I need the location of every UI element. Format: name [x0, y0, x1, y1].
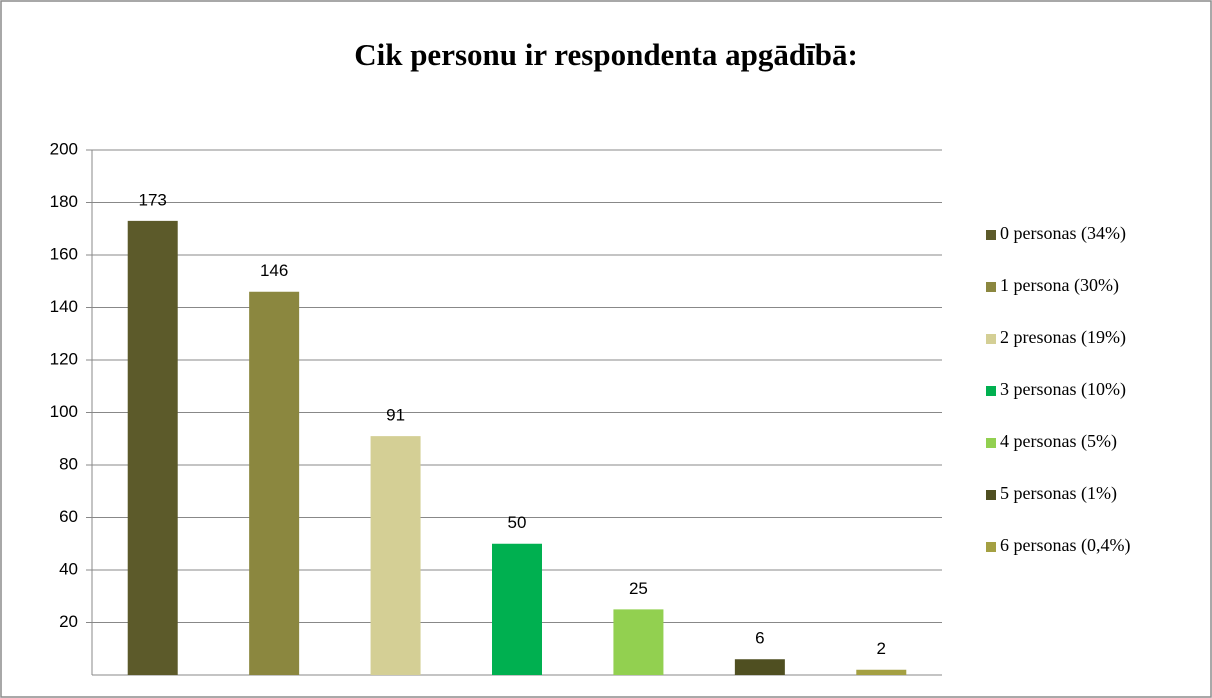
legend-swatch	[986, 282, 996, 292]
bar	[734, 659, 785, 675]
legend-swatch	[986, 334, 996, 344]
data-label: 50	[508, 513, 527, 532]
chart-title: Cik personu ir respondenta apgādībā:	[354, 37, 858, 72]
legend-swatch	[986, 386, 996, 396]
legend-label: 4 personas (5%)	[1000, 431, 1117, 452]
data-label: 173	[139, 190, 167, 209]
legend-label: 0 personas (34%)	[1000, 223, 1126, 244]
data-label: 2	[877, 639, 886, 658]
y-tick-label: 180	[50, 192, 78, 211]
data-label: 91	[386, 406, 405, 425]
bar	[856, 669, 907, 675]
legend-label: 6 personas (0,4%)	[1000, 535, 1130, 556]
y-tick-label: 100	[50, 402, 78, 421]
bar	[127, 220, 178, 675]
y-tick-label: 200	[50, 139, 78, 158]
legend-swatch	[986, 542, 996, 552]
y-tick-label: 120	[50, 349, 78, 368]
y-tick-label: 60	[59, 507, 78, 526]
y-tick-label: 80	[59, 454, 78, 473]
legend-label: 2 presonas (19%)	[1000, 327, 1126, 348]
bar	[492, 543, 542, 675]
legend-swatch	[986, 490, 996, 500]
y-tick-label: 40	[59, 559, 78, 578]
y-tick-label: 20	[59, 612, 78, 631]
bar	[613, 609, 664, 675]
legend-label: 3 personas (10%)	[1000, 379, 1126, 400]
legend-label: 5 personas (1%)	[1000, 483, 1117, 504]
data-label: 25	[629, 579, 648, 598]
legend-swatch	[986, 438, 996, 448]
y-tick-label: 160	[50, 244, 78, 263]
legend-label: 1 persona (30%)	[1000, 275, 1119, 296]
data-label: 6	[755, 629, 764, 648]
bar	[370, 436, 421, 675]
data-label: 146	[260, 261, 288, 280]
bar	[249, 291, 300, 675]
y-tick-label: 140	[50, 297, 78, 316]
legend-swatch	[986, 230, 996, 240]
